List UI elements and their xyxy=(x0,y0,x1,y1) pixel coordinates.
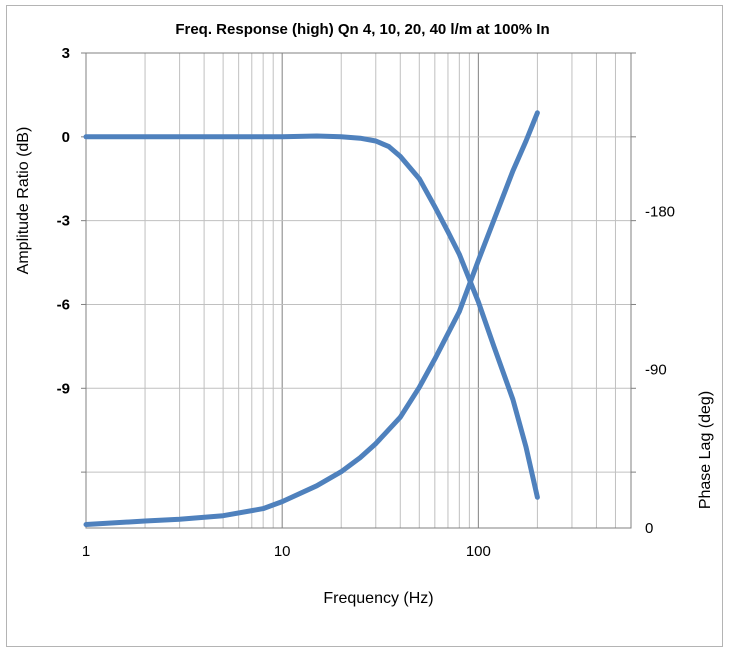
series-layer xyxy=(83,110,540,527)
phase-lag-line xyxy=(83,110,540,527)
x-tick-label: 100 xyxy=(466,543,491,560)
tick-labels: 3 0 -3 -6 -9 -180 -90 0 1 10 100 xyxy=(57,45,675,560)
y-tick-label: -6 xyxy=(57,296,70,313)
y2-tick-label: -180 xyxy=(645,203,675,220)
x-axis-title: Frequency (Hz) xyxy=(323,590,433,607)
y-tick-label: -3 xyxy=(57,213,70,230)
y-tick-label: -9 xyxy=(57,380,70,397)
x-tick-label: 1 xyxy=(82,543,90,560)
y-tick-label: 3 xyxy=(62,45,70,62)
x-tick-label: 10 xyxy=(274,543,291,560)
chart-frame xyxy=(6,5,723,647)
chart-title: Freq. Response (high) Qn 4, 10, 20, 40 l… xyxy=(175,21,549,38)
plot-area xyxy=(85,52,632,529)
y-axis-title: Amplitude Ratio (dB) xyxy=(15,127,32,275)
amplitude-ratio-line xyxy=(83,133,540,500)
y-tick-label: 0 xyxy=(62,129,70,146)
y2-axis-title: Phase Lag (deg) xyxy=(697,391,714,509)
y2-tick-label: 0 xyxy=(645,520,653,537)
y2-tick-label: -90 xyxy=(645,362,667,379)
